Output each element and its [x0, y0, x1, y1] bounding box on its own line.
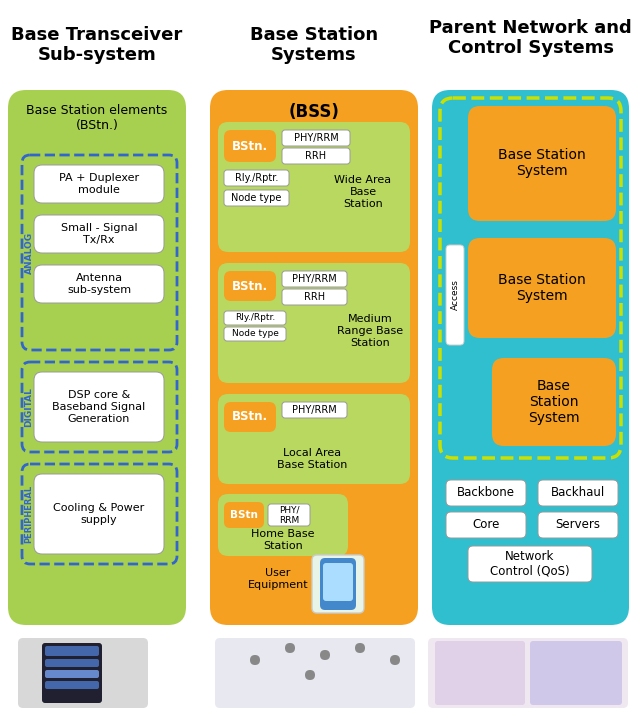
- Text: PHY/RRM: PHY/RRM: [292, 405, 337, 415]
- FancyBboxPatch shape: [390, 655, 400, 665]
- Text: Node type: Node type: [232, 329, 278, 339]
- FancyBboxPatch shape: [45, 670, 99, 678]
- FancyBboxPatch shape: [282, 130, 350, 146]
- FancyBboxPatch shape: [224, 311, 286, 325]
- FancyBboxPatch shape: [282, 148, 350, 164]
- FancyBboxPatch shape: [218, 263, 410, 383]
- FancyBboxPatch shape: [268, 504, 310, 526]
- FancyBboxPatch shape: [446, 480, 526, 506]
- FancyBboxPatch shape: [435, 641, 525, 705]
- FancyBboxPatch shape: [323, 563, 353, 601]
- Text: RRH: RRH: [304, 292, 325, 302]
- FancyBboxPatch shape: [34, 474, 164, 554]
- FancyBboxPatch shape: [468, 546, 592, 582]
- FancyBboxPatch shape: [530, 641, 622, 705]
- FancyBboxPatch shape: [224, 271, 276, 301]
- Text: Backhaul: Backhaul: [551, 486, 605, 500]
- FancyBboxPatch shape: [538, 480, 618, 506]
- FancyBboxPatch shape: [18, 638, 148, 708]
- Text: Home Base
Station: Home Base Station: [251, 529, 315, 551]
- FancyBboxPatch shape: [446, 245, 464, 345]
- FancyBboxPatch shape: [45, 646, 99, 656]
- Text: PA + Duplexer
module: PA + Duplexer module: [59, 173, 139, 195]
- Text: Access: Access: [450, 279, 459, 311]
- FancyBboxPatch shape: [224, 327, 286, 341]
- FancyBboxPatch shape: [224, 130, 276, 162]
- FancyBboxPatch shape: [34, 372, 164, 442]
- FancyBboxPatch shape: [34, 215, 164, 253]
- FancyBboxPatch shape: [215, 638, 415, 708]
- Text: ANALOG: ANALOG: [24, 231, 34, 274]
- Text: BStn: BStn: [230, 510, 258, 520]
- Text: Network
Control (QoS): Network Control (QoS): [490, 550, 570, 578]
- Text: Rly./Rptr.: Rly./Rptr.: [235, 314, 275, 322]
- Text: Wide Area
Base
Station: Wide Area Base Station: [334, 175, 392, 208]
- FancyBboxPatch shape: [305, 670, 315, 680]
- Text: Backbone: Backbone: [457, 486, 515, 500]
- Text: BStn.: BStn.: [232, 140, 268, 153]
- FancyBboxPatch shape: [446, 512, 526, 538]
- FancyBboxPatch shape: [34, 265, 164, 303]
- Text: Base Transceiver
Sub-system: Base Transceiver Sub-system: [11, 26, 183, 64]
- FancyBboxPatch shape: [538, 512, 618, 538]
- FancyBboxPatch shape: [282, 402, 347, 418]
- Text: Base Station
Systems: Base Station Systems: [250, 26, 378, 64]
- Text: Base Station
System: Base Station System: [498, 148, 586, 178]
- Text: BStn.: BStn.: [232, 410, 268, 423]
- FancyBboxPatch shape: [320, 650, 330, 660]
- FancyBboxPatch shape: [8, 90, 186, 625]
- FancyBboxPatch shape: [45, 681, 99, 689]
- Text: Rly./Rptr.: Rly./Rptr.: [235, 173, 278, 183]
- Text: DSP core &
Baseband Signal
Generation: DSP core & Baseband Signal Generation: [52, 390, 146, 424]
- FancyBboxPatch shape: [468, 106, 616, 221]
- Text: (BSS): (BSS): [289, 103, 340, 121]
- FancyBboxPatch shape: [224, 170, 289, 186]
- FancyBboxPatch shape: [285, 643, 295, 653]
- Text: User
Equipment: User Equipment: [248, 569, 308, 590]
- Text: Parent Network and
Control Systems: Parent Network and Control Systems: [429, 19, 632, 57]
- Text: Base Station
System: Base Station System: [498, 273, 586, 303]
- Text: Cooling & Power
supply: Cooling & Power supply: [54, 503, 145, 525]
- FancyBboxPatch shape: [34, 165, 164, 203]
- FancyBboxPatch shape: [218, 122, 410, 252]
- Text: PHY/RRM: PHY/RRM: [292, 274, 337, 284]
- FancyBboxPatch shape: [432, 90, 629, 625]
- Text: Medium
Range Base
Station: Medium Range Base Station: [337, 314, 403, 347]
- FancyBboxPatch shape: [218, 494, 348, 556]
- Text: PHY/
RRM: PHY/ RRM: [279, 505, 299, 525]
- FancyBboxPatch shape: [428, 638, 628, 708]
- Text: Antenna
sub-system: Antenna sub-system: [67, 274, 131, 295]
- Text: PHY/RRM: PHY/RRM: [294, 133, 338, 143]
- FancyBboxPatch shape: [492, 358, 616, 446]
- FancyBboxPatch shape: [224, 402, 276, 432]
- FancyBboxPatch shape: [320, 558, 356, 610]
- FancyBboxPatch shape: [224, 190, 289, 206]
- Text: DIGITAL: DIGITAL: [24, 387, 34, 427]
- Text: Base
Station
System: Base Station System: [528, 379, 580, 425]
- Text: RRH: RRH: [305, 151, 327, 161]
- Text: Core: Core: [472, 518, 499, 531]
- Text: Small - Signal
Tx/Rx: Small - Signal Tx/Rx: [61, 223, 138, 245]
- Text: PERIPHERAL: PERIPHERAL: [24, 485, 34, 543]
- Text: Node type: Node type: [231, 193, 282, 203]
- FancyBboxPatch shape: [42, 643, 102, 703]
- Text: BStn.: BStn.: [232, 279, 268, 293]
- FancyBboxPatch shape: [282, 271, 347, 287]
- Text: Local Area
Base Station: Local Area Base Station: [277, 448, 347, 470]
- FancyBboxPatch shape: [210, 90, 418, 625]
- Text: Servers: Servers: [555, 518, 601, 531]
- FancyBboxPatch shape: [224, 502, 264, 528]
- Text: Base Station elements
(BStn.): Base Station elements (BStn.): [26, 104, 168, 132]
- FancyBboxPatch shape: [218, 394, 410, 484]
- FancyBboxPatch shape: [282, 289, 347, 305]
- FancyBboxPatch shape: [355, 643, 365, 653]
- FancyBboxPatch shape: [468, 238, 616, 338]
- FancyBboxPatch shape: [250, 655, 260, 665]
- FancyBboxPatch shape: [312, 555, 364, 613]
- FancyBboxPatch shape: [45, 659, 99, 667]
